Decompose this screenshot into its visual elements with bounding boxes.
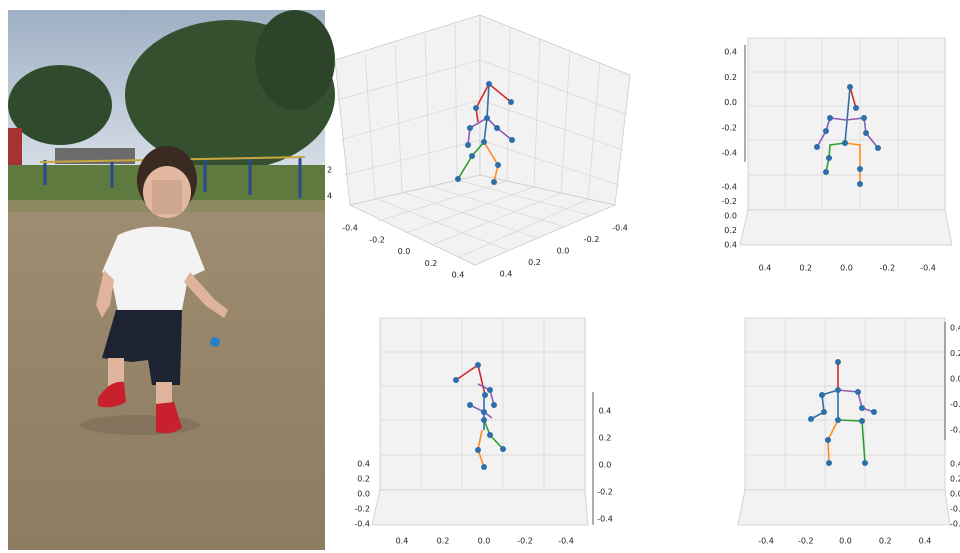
tick-label: 4 — [327, 192, 332, 201]
tick-label: 0.0 — [357, 490, 370, 499]
tick-label: 2 — [327, 166, 332, 175]
tick-label: 0.4 — [452, 271, 465, 280]
tick-label: 0.2 — [528, 258, 541, 267]
tick-label: 0.0 — [840, 264, 853, 273]
tick-label: -0.4 — [612, 224, 628, 233]
tick-label: 0.2 — [879, 537, 892, 546]
tick-label: 0.2 — [599, 434, 612, 443]
tick-label: 0.4 — [500, 270, 513, 279]
tick-label: -0.4 — [920, 264, 936, 273]
tick-label: 0.4 — [919, 537, 932, 546]
tick-label: 0.2 — [357, 475, 370, 484]
tick-label: -0.4 — [721, 149, 737, 158]
tick-label: 0.4 — [759, 264, 772, 273]
tick-label: -0.2 — [879, 264, 895, 273]
tick-label: 0.0 — [724, 212, 737, 221]
tick-label: -0.4 — [558, 537, 574, 546]
tick-label: -0.4 — [721, 183, 737, 192]
tick-label: 0.0 — [950, 375, 960, 384]
tick-label: 0.4 — [950, 460, 960, 469]
plot-side-view — [372, 318, 593, 525]
pose-visualization: -0.4 -0.2 0.0 0.2 0.4 0.4 0.2 0.0 -0.2 -0.4 2 4 0.4 0… — [0, 0, 960, 553]
tick-label: 0.0 — [950, 490, 960, 499]
tick-label: -0.2 — [721, 123, 737, 132]
tick-label: 0.4 — [357, 460, 370, 469]
tick-label: 0.0 — [557, 247, 570, 256]
tick-label: 0.4 — [950, 324, 960, 333]
photo — [8, 10, 335, 550]
tick-label: -0.4 — [597, 515, 613, 524]
tick-label: -0.4 — [950, 426, 960, 435]
tick-label: -0.4 — [950, 520, 960, 529]
tick-label: 0.0 — [724, 98, 737, 107]
tick-label: 0.4 — [724, 48, 737, 57]
tick-label: -0.2 — [721, 197, 737, 206]
tick-label: 0.2 — [950, 349, 960, 358]
tick-label: -0.2 — [950, 400, 960, 409]
tick-label: -0.2 — [798, 537, 814, 546]
tick-label: -0.2 — [597, 488, 613, 497]
tick-label: 0.2 — [724, 73, 737, 82]
tick-label: -0.2 — [950, 505, 960, 514]
tick-label: 0.0 — [398, 247, 411, 256]
tick-label: 0.4 — [724, 241, 737, 250]
tick-label: 0.0 — [599, 461, 612, 470]
tick-label: -0.4 — [342, 224, 358, 233]
tick-label: -0.2 — [354, 505, 370, 514]
tick-label: -0.2 — [517, 537, 533, 546]
tick-label: -0.2 — [584, 235, 600, 244]
tick-label: 0.4 — [396, 537, 409, 546]
tick-label: -0.4 — [758, 537, 774, 546]
tick-label: 0.2 — [724, 226, 737, 235]
tick-label: -0.2 — [369, 235, 385, 244]
tick-label: 0.2 — [950, 475, 960, 484]
tick-label: 0.2 — [425, 259, 438, 268]
plot-front-view — [740, 38, 952, 245]
plot-back-view — [738, 318, 950, 525]
tick-label: 0.4 — [599, 407, 612, 416]
plot-3d-perspective — [335, 15, 630, 265]
tick-label: 0.2 — [799, 264, 812, 273]
tick-label: -0.4 — [354, 520, 370, 529]
tick-label: 0.2 — [437, 537, 450, 546]
tick-label: 0.0 — [839, 537, 852, 546]
tick-label: 0.0 — [478, 537, 491, 546]
